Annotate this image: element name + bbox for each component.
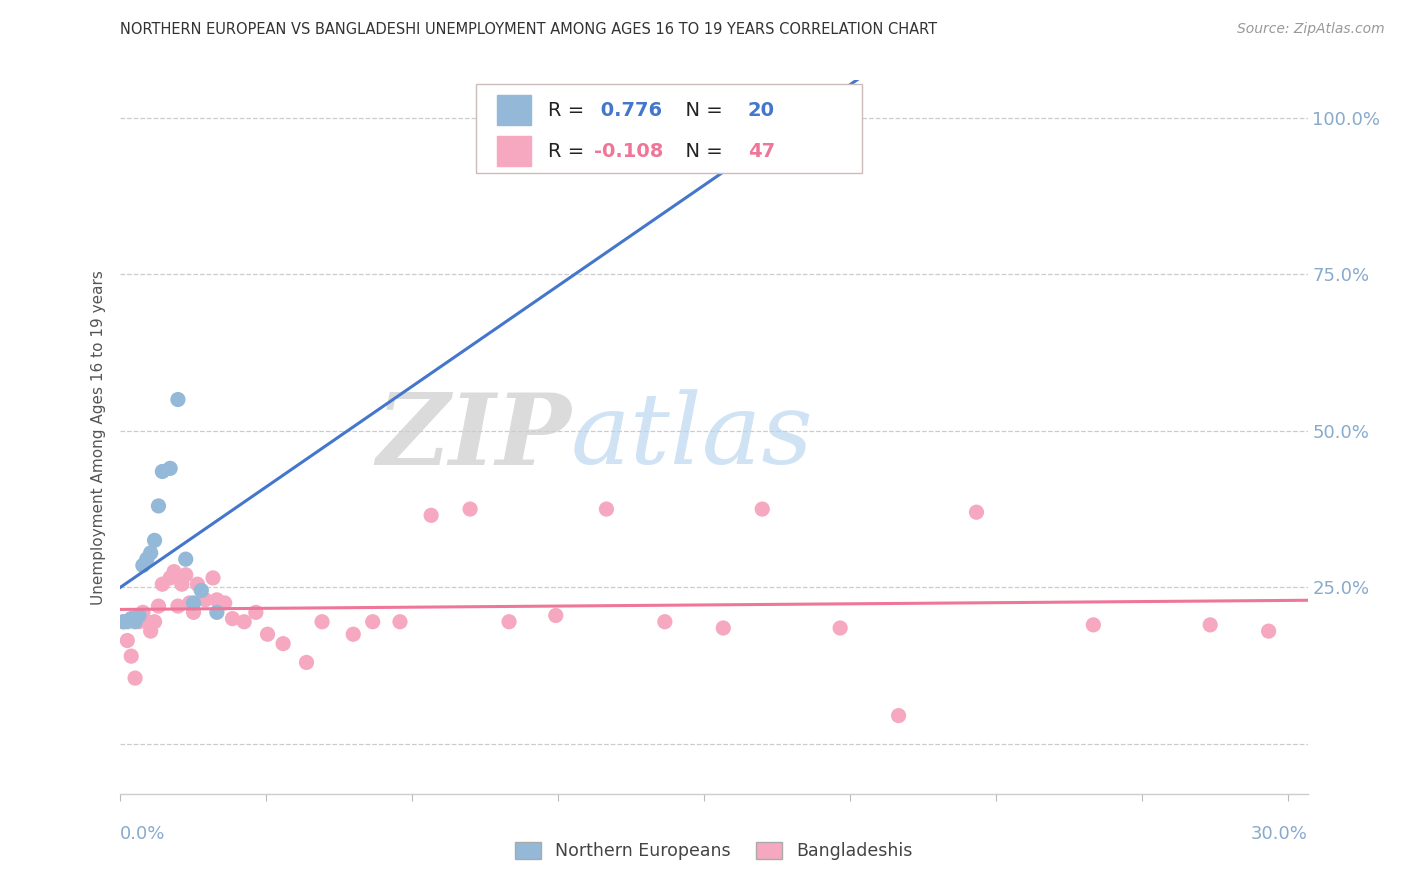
Point — [148, 599, 170, 613]
Point — [214, 596, 236, 610]
Point — [498, 615, 520, 629]
Point — [139, 546, 162, 560]
Point — [388, 615, 411, 629]
Point — [420, 508, 443, 523]
Point — [311, 615, 333, 629]
Text: 0.0%: 0.0% — [120, 825, 165, 843]
FancyBboxPatch shape — [475, 84, 862, 173]
Y-axis label: Unemployment Among Ages 16 to 19 years: Unemployment Among Ages 16 to 19 years — [91, 269, 107, 605]
Point — [124, 671, 146, 685]
Point — [128, 608, 150, 623]
Point — [159, 571, 181, 585]
Point — [132, 605, 155, 619]
Point — [120, 649, 142, 664]
Point — [801, 122, 824, 136]
Point — [458, 502, 481, 516]
Point — [174, 567, 197, 582]
Point — [731, 122, 754, 136]
Point — [830, 621, 852, 635]
Point — [221, 612, 243, 626]
Point — [654, 615, 676, 629]
Bar — [498, 95, 530, 126]
Point — [1199, 618, 1222, 632]
Point — [170, 577, 193, 591]
Point — [186, 577, 208, 591]
Point — [167, 599, 190, 613]
Point — [150, 577, 173, 591]
Text: 47: 47 — [748, 142, 775, 161]
Point — [179, 596, 201, 610]
Point — [128, 615, 150, 629]
Point — [112, 615, 135, 629]
Text: R =: R = — [548, 101, 591, 120]
Point — [143, 615, 166, 629]
Point — [150, 465, 173, 479]
Point — [295, 656, 318, 670]
Text: N =: N = — [673, 142, 730, 161]
Text: 20: 20 — [748, 101, 775, 120]
Text: -0.108: -0.108 — [593, 142, 662, 161]
Point — [342, 627, 364, 641]
Point — [143, 533, 166, 548]
Point — [245, 605, 267, 619]
Text: Source: ZipAtlas.com: Source: ZipAtlas.com — [1237, 22, 1385, 37]
Point — [595, 502, 617, 516]
Text: 30.0%: 30.0% — [1251, 825, 1308, 843]
Text: 0.776: 0.776 — [593, 101, 662, 120]
Point — [544, 608, 567, 623]
Point — [205, 592, 228, 607]
Point — [174, 552, 197, 566]
Text: R =: R = — [548, 142, 591, 161]
Point — [201, 571, 224, 585]
Point — [1083, 618, 1105, 632]
Text: N =: N = — [673, 101, 730, 120]
Point — [159, 461, 181, 475]
Point — [117, 633, 139, 648]
Point — [148, 499, 170, 513]
Point — [782, 122, 804, 136]
Point — [135, 615, 157, 629]
Point — [124, 615, 146, 629]
Legend: Northern Europeans, Bangladeshis: Northern Europeans, Bangladeshis — [508, 835, 920, 867]
Point — [966, 505, 988, 519]
Point — [112, 615, 135, 629]
Bar — [498, 136, 530, 167]
Point — [233, 615, 256, 629]
Point — [117, 615, 139, 629]
Point — [1257, 624, 1279, 639]
Text: NORTHERN EUROPEAN VS BANGLADESHI UNEMPLOYMENT AMONG AGES 16 TO 19 YEARS CORRELAT: NORTHERN EUROPEAN VS BANGLADESHI UNEMPLO… — [120, 22, 936, 37]
Text: ZIP: ZIP — [375, 389, 571, 485]
Point — [711, 621, 734, 635]
Point — [183, 605, 205, 619]
Point — [135, 552, 157, 566]
Point — [205, 605, 228, 619]
Point — [751, 502, 773, 516]
Point — [194, 592, 217, 607]
Text: atlas: atlas — [571, 390, 814, 484]
Point — [139, 624, 162, 639]
Point — [271, 637, 294, 651]
Point — [183, 596, 205, 610]
Point — [256, 627, 278, 641]
Point — [132, 558, 155, 573]
Point — [887, 708, 910, 723]
Point — [167, 392, 190, 407]
Point — [120, 612, 142, 626]
Point — [190, 583, 212, 598]
Point — [361, 615, 384, 629]
Point — [163, 565, 186, 579]
